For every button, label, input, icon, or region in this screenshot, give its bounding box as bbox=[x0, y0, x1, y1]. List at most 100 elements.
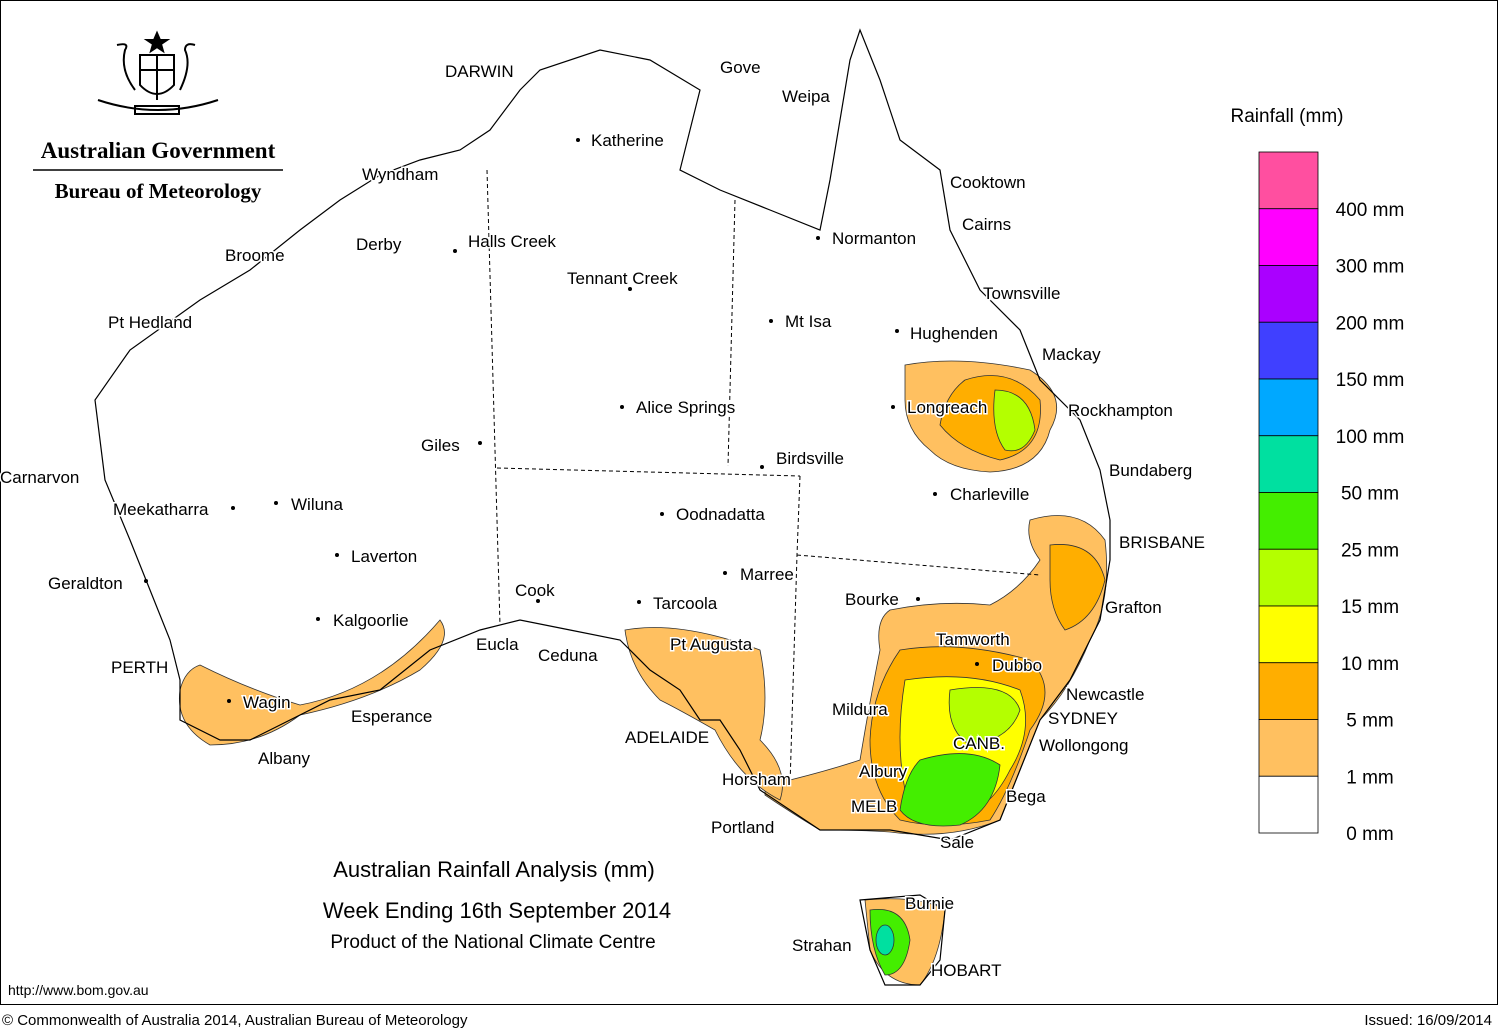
city-dot bbox=[144, 579, 148, 583]
legend-swatch bbox=[1258, 662, 1319, 720]
city-label: Carnarvon bbox=[0, 468, 79, 487]
legend-label: 5 mm bbox=[1346, 711, 1394, 732]
city-label: Mildura bbox=[832, 700, 888, 719]
city-dot bbox=[231, 506, 235, 510]
legend-swatch bbox=[1258, 208, 1319, 266]
legend-label: 300 mm bbox=[1336, 257, 1405, 278]
city-dot bbox=[576, 138, 580, 142]
legend-swatch bbox=[1258, 775, 1319, 834]
legend-swatch bbox=[1258, 321, 1319, 380]
city-dot bbox=[227, 699, 231, 703]
city-label: Mackay bbox=[1042, 345, 1101, 364]
city-label: Ceduna bbox=[538, 646, 598, 665]
city-dot bbox=[916, 597, 920, 601]
city-label: DARWIN bbox=[445, 62, 514, 81]
city-label: Grafton bbox=[1105, 598, 1162, 617]
city-label: Oodnadatta bbox=[676, 505, 765, 524]
city-label: Albany bbox=[258, 749, 310, 768]
city-label: Hughenden bbox=[910, 324, 998, 343]
city-label: Tarcoola bbox=[653, 594, 718, 613]
agency: Australian Government bbox=[41, 138, 276, 163]
legend-label: 400 mm bbox=[1336, 200, 1405, 221]
city-label: Esperance bbox=[351, 707, 432, 726]
city-label: Dubbo bbox=[992, 656, 1042, 675]
legend-title: Rainfall (mm) bbox=[1231, 106, 1344, 127]
city-label: Laverton bbox=[351, 547, 417, 566]
city-dot bbox=[274, 501, 278, 505]
city-label: Alice Springs bbox=[636, 398, 735, 417]
city-label: Longreach bbox=[907, 398, 987, 417]
city-label: SYDNEY bbox=[1048, 709, 1118, 728]
city-label: CANB. bbox=[953, 734, 1005, 753]
city-dot bbox=[620, 405, 624, 409]
legend-label: 1 mm bbox=[1346, 767, 1394, 788]
city-label: Meekatharra bbox=[113, 500, 209, 519]
city-label: Tennant Creek bbox=[567, 269, 678, 288]
legend-label: 0 mm bbox=[1346, 824, 1394, 845]
legend-label: 25 mm bbox=[1341, 540, 1399, 561]
city-label: Bourke bbox=[845, 590, 899, 609]
legend-label: 100 mm bbox=[1336, 427, 1405, 448]
city-label: Wiluna bbox=[291, 495, 344, 514]
legend-swatch bbox=[1258, 151, 1319, 210]
frame bbox=[0, 0, 1498, 1005]
city-dot bbox=[628, 287, 632, 291]
city-dot bbox=[933, 492, 937, 496]
city-label: Eucla bbox=[476, 635, 519, 654]
state-borders bbox=[486, 169, 1041, 786]
city-label: Rockhampton bbox=[1068, 401, 1173, 420]
city-label: Mt Isa bbox=[785, 312, 832, 331]
title-line-1: Australian Rainfall Analysis (mm) bbox=[333, 857, 655, 882]
city-dot bbox=[769, 319, 773, 323]
rainfall-areas bbox=[178, 360, 1108, 986]
city-label: Tamworth bbox=[936, 630, 1010, 649]
city-label: Katherine bbox=[591, 131, 664, 150]
city-label: Cairns bbox=[962, 215, 1011, 234]
city-label: Wagin bbox=[243, 693, 291, 712]
city-label: Bundaberg bbox=[1109, 461, 1192, 480]
city-label: Pt Hedland bbox=[108, 313, 192, 332]
legend-label: 200 mm bbox=[1336, 313, 1405, 334]
bureau: Bureau of Meteorology bbox=[55, 179, 262, 203]
legend-swatch bbox=[1258, 605, 1319, 664]
legend-label: 50 mm bbox=[1341, 484, 1399, 505]
city-label: BRISBANE bbox=[1119, 533, 1205, 552]
city-label: Halls Creek bbox=[468, 232, 556, 251]
copyright: © Commonwealth of Australia 2014, Austra… bbox=[2, 1012, 468, 1029]
city-label: Bega bbox=[1006, 787, 1046, 806]
city-label: Broome bbox=[225, 246, 285, 265]
city-dot bbox=[816, 236, 820, 240]
city-label: Horsham bbox=[722, 770, 791, 789]
city-dot bbox=[891, 405, 895, 409]
url: http://www.bom.gov.au bbox=[8, 982, 149, 998]
legend-swatch bbox=[1258, 719, 1319, 777]
legend-label: 10 mm bbox=[1341, 654, 1399, 675]
city-label: Derby bbox=[356, 235, 402, 254]
city-dot bbox=[335, 553, 339, 557]
legend-swatch bbox=[1258, 548, 1319, 607]
city-label: PERTH bbox=[111, 658, 168, 677]
city-dot bbox=[760, 465, 764, 469]
city-dot bbox=[536, 599, 540, 603]
city-label: MELB bbox=[851, 797, 897, 816]
city-label: Marree bbox=[740, 565, 794, 584]
city-label: Sale bbox=[940, 833, 974, 852]
city-label: Charleville bbox=[950, 485, 1029, 504]
legend-label: 15 mm bbox=[1341, 597, 1399, 618]
city-label: Wyndham bbox=[362, 165, 438, 184]
legend-swatch bbox=[1258, 492, 1319, 550]
city-label: Townsville bbox=[983, 284, 1060, 303]
title-line-2: Week Ending 16th September 2014 bbox=[323, 898, 671, 923]
city-label: Birdsville bbox=[776, 449, 844, 468]
city-label: Strahan bbox=[792, 936, 852, 955]
city-label: ADELAIDE bbox=[625, 728, 709, 747]
city-dot bbox=[453, 249, 457, 253]
city-dot bbox=[478, 441, 482, 445]
city-label: Burnie bbox=[905, 894, 954, 913]
city-label: Giles bbox=[421, 436, 460, 455]
city-label: Pt Augusta bbox=[670, 635, 753, 654]
city-label: HOBART bbox=[931, 961, 1002, 980]
city-dot bbox=[895, 329, 899, 333]
city-dot bbox=[975, 662, 979, 666]
